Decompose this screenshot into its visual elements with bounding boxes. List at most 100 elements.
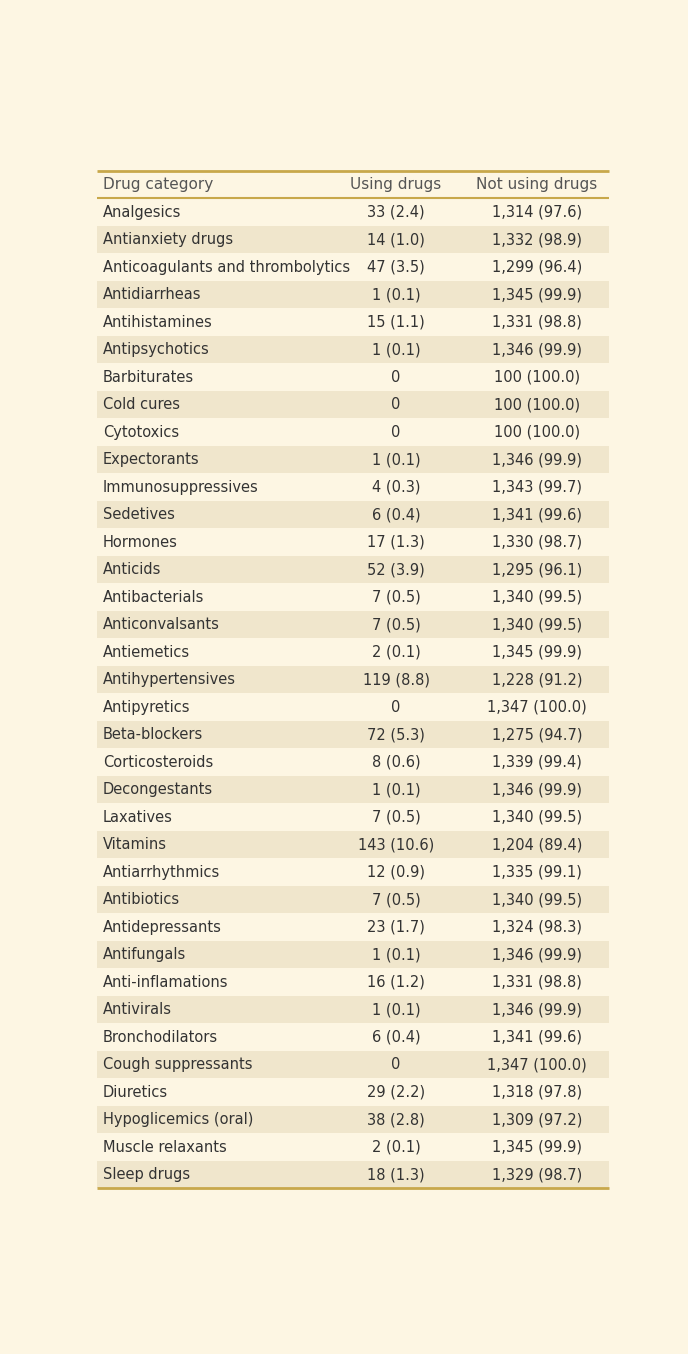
Text: 1,347 (100.0): 1,347 (100.0)	[487, 700, 587, 715]
Text: Anticonvalsants: Anticonvalsants	[103, 617, 220, 632]
Text: 1,341 (99.6): 1,341 (99.6)	[492, 1029, 582, 1045]
Text: 6 (0.4): 6 (0.4)	[372, 1029, 420, 1045]
Text: 12 (0.9): 12 (0.9)	[367, 865, 425, 880]
Text: 7 (0.5): 7 (0.5)	[372, 617, 420, 632]
Text: 8 (0.6): 8 (0.6)	[372, 754, 420, 769]
Text: 1,346 (99.9): 1,346 (99.9)	[492, 783, 582, 798]
Text: Beta-blockers: Beta-blockers	[103, 727, 204, 742]
Bar	[96, 968, 609, 997]
Text: 143 (10.6): 143 (10.6)	[358, 837, 434, 852]
Text: 1,295 (96.1): 1,295 (96.1)	[492, 562, 582, 577]
Text: 7 (0.5): 7 (0.5)	[372, 810, 420, 825]
Bar	[96, 474, 609, 501]
Text: Immunosuppressives: Immunosuppressives	[103, 479, 259, 494]
Text: 1 (0.1): 1 (0.1)	[372, 783, 420, 798]
Text: Cough suppressants: Cough suppressants	[103, 1057, 252, 1072]
Text: 1 (0.1): 1 (0.1)	[372, 452, 420, 467]
Bar	[96, 720, 609, 749]
Bar	[96, 584, 609, 611]
Text: 1,309 (97.2): 1,309 (97.2)	[492, 1112, 582, 1128]
Text: 1,331 (98.8): 1,331 (98.8)	[492, 314, 582, 329]
Bar	[96, 336, 609, 363]
Text: 1 (0.1): 1 (0.1)	[372, 1002, 420, 1017]
Text: Cold cures: Cold cures	[103, 397, 180, 412]
Text: 14 (1.0): 14 (1.0)	[367, 232, 425, 246]
Text: 72 (5.3): 72 (5.3)	[367, 727, 425, 742]
Text: Cytotoxics: Cytotoxics	[103, 425, 179, 440]
Bar	[96, 858, 609, 886]
Bar	[96, 1051, 609, 1078]
Text: Hypoglicemics (oral): Hypoglicemics (oral)	[103, 1112, 253, 1128]
Bar	[96, 749, 609, 776]
Text: 1,340 (99.5): 1,340 (99.5)	[492, 810, 582, 825]
Bar	[96, 776, 609, 803]
Bar	[96, 445, 609, 474]
Text: 1,275 (94.7): 1,275 (94.7)	[492, 727, 582, 742]
Text: 1,335 (99.1): 1,335 (99.1)	[492, 865, 582, 880]
Text: 6 (0.4): 6 (0.4)	[372, 508, 420, 523]
Text: Antifungals: Antifungals	[103, 948, 186, 963]
Text: 23 (1.7): 23 (1.7)	[367, 919, 425, 934]
Text: 2 (0.1): 2 (0.1)	[372, 1140, 420, 1155]
Text: Analgesics: Analgesics	[103, 204, 182, 219]
Text: 1,346 (99.9): 1,346 (99.9)	[492, 948, 582, 963]
Text: 1 (0.1): 1 (0.1)	[372, 343, 420, 357]
Text: 1,228 (91.2): 1,228 (91.2)	[492, 672, 582, 686]
Text: 1,332 (98.9): 1,332 (98.9)	[492, 232, 582, 246]
Text: Sedetives: Sedetives	[103, 508, 175, 523]
Text: Anticids: Anticids	[103, 562, 162, 577]
Text: Antibacterials: Antibacterials	[103, 589, 204, 605]
Text: Antihistamines: Antihistamines	[103, 314, 213, 329]
Text: 0: 0	[391, 700, 401, 715]
Text: 0: 0	[391, 1057, 401, 1072]
Text: Antipsychotics: Antipsychotics	[103, 343, 210, 357]
Text: 1,318 (97.8): 1,318 (97.8)	[492, 1085, 582, 1099]
Text: 1,346 (99.9): 1,346 (99.9)	[492, 343, 582, 357]
Text: Barbiturates: Barbiturates	[103, 370, 194, 385]
Text: Using drugs: Using drugs	[350, 177, 442, 192]
Text: 1,324 (98.3): 1,324 (98.3)	[492, 919, 582, 934]
Text: 52 (3.9): 52 (3.9)	[367, 562, 425, 577]
Bar	[96, 666, 609, 693]
Text: 1,340 (99.5): 1,340 (99.5)	[492, 589, 582, 605]
Text: 29 (2.2): 29 (2.2)	[367, 1085, 425, 1099]
Text: 1,346 (99.9): 1,346 (99.9)	[492, 1002, 582, 1017]
Text: 100 (100.0): 100 (100.0)	[494, 370, 580, 385]
Text: Muscle relaxants: Muscle relaxants	[103, 1140, 227, 1155]
Text: Antibiotics: Antibiotics	[103, 892, 180, 907]
Text: Antiemetics: Antiemetics	[103, 645, 190, 659]
Text: 1,347 (100.0): 1,347 (100.0)	[487, 1057, 587, 1072]
Bar	[96, 693, 609, 720]
Text: 7 (0.5): 7 (0.5)	[372, 892, 420, 907]
Text: Diuretics: Diuretics	[103, 1085, 168, 1099]
Text: 33 (2.4): 33 (2.4)	[367, 204, 425, 219]
Text: 15 (1.1): 15 (1.1)	[367, 314, 425, 329]
Bar	[96, 418, 609, 445]
Text: Decongestants: Decongestants	[103, 783, 213, 798]
Text: Expectorants: Expectorants	[103, 452, 200, 467]
Bar	[96, 1078, 609, 1106]
Text: Vitamins: Vitamins	[103, 837, 167, 852]
Bar	[96, 1133, 609, 1160]
Bar	[96, 253, 609, 280]
Bar	[96, 638, 609, 666]
Text: 100 (100.0): 100 (100.0)	[494, 397, 580, 412]
Text: Antihypertensives: Antihypertensives	[103, 672, 236, 686]
Text: Anti-inflamations: Anti-inflamations	[103, 975, 228, 990]
Text: 1,346 (99.9): 1,346 (99.9)	[492, 452, 582, 467]
Text: Sleep drugs: Sleep drugs	[103, 1167, 190, 1182]
Text: 38 (2.8): 38 (2.8)	[367, 1112, 425, 1128]
Text: Antidiarrheas: Antidiarrheas	[103, 287, 202, 302]
Text: 1,341 (99.6): 1,341 (99.6)	[492, 508, 582, 523]
Text: 1,343 (99.7): 1,343 (99.7)	[492, 479, 582, 494]
Text: 1,345 (99.9): 1,345 (99.9)	[492, 645, 582, 659]
Text: 1,339 (99.4): 1,339 (99.4)	[492, 754, 582, 769]
Bar	[96, 309, 609, 336]
Bar	[96, 886, 609, 914]
Text: 17 (1.3): 17 (1.3)	[367, 535, 425, 550]
Bar	[96, 914, 609, 941]
Text: 0: 0	[391, 425, 401, 440]
Text: Not using drugs: Not using drugs	[476, 177, 597, 192]
Text: 1,340 (99.5): 1,340 (99.5)	[492, 617, 582, 632]
Text: Antipyretics: Antipyretics	[103, 700, 191, 715]
